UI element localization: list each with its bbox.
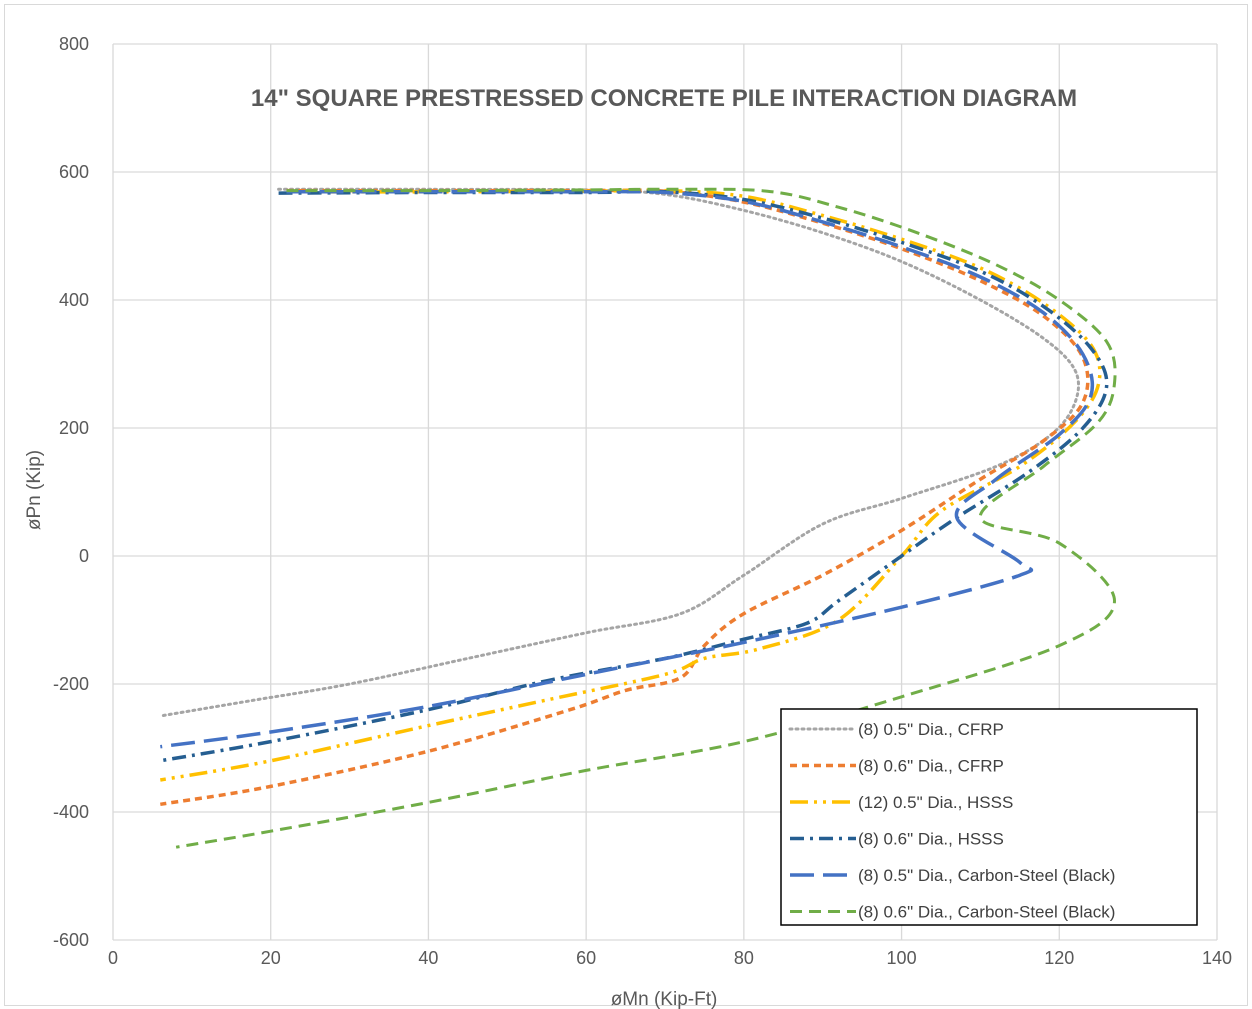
y-tick-label: 800 <box>59 34 89 54</box>
series-line-8-0-6-dia-carbon-steel-black <box>175 187 1117 849</box>
series-line-8-0-5-dia-cfrp <box>158 187 1081 718</box>
legend-entry-8-0-6-dia-carbon-steel-black: (8) 0.6" Dia., Carbon-Steel (Black) <box>858 903 1115 922</box>
legend: (8) 0.5" Dia., CFRP (8) 0.6" Dia., CFRP (1… <box>780 708 1198 926</box>
y-tick-label: 0 <box>79 546 89 566</box>
x-tick-label: 100 <box>887 948 917 968</box>
x-tick-label: 40 <box>418 948 438 968</box>
legend-entry-8-0-6-dia-hsss: (8) 0.6" Dia., HSSS <box>858 830 1004 849</box>
y-tick-label: 200 <box>59 418 89 438</box>
x-axis-title: øMn (Kip-Ft) <box>611 989 718 1009</box>
legend-box <box>780 708 1198 926</box>
chart-title: 14" SQUARE PRESTRESSED CONCRETE PILE INT… <box>251 85 1077 112</box>
legend-entry-8-0-6-dia-cfrp: (8) 0.6" Dia., CFRP <box>858 757 1004 776</box>
series-line-12-0-5-dia-hsss <box>160 188 1102 782</box>
x-tick-label: 60 <box>576 948 596 968</box>
legend-entry-8-0-5-dia-cfrp: (8) 0.5" Dia., CFRP <box>858 720 1004 739</box>
x-tick-label: 20 <box>261 948 281 968</box>
data-series <box>158 187 1117 849</box>
x-tick-label: 140 <box>1202 948 1232 968</box>
x-tick-label: 80 <box>734 948 754 968</box>
x-tick-label: 0 <box>108 948 118 968</box>
legend-entry-12-0-5-dia-hsss: (12) 0.5" Dia., HSSS <box>858 793 1013 812</box>
y-tick-label: -400 <box>53 802 89 822</box>
series-line-8-0-6-dia-hsss <box>160 189 1109 763</box>
y-tick-label: -200 <box>53 674 89 694</box>
x-tick-label: 120 <box>1044 948 1074 968</box>
tick-labels: 0 20 40 60 80 100 120 140 800 600 400 200 0 -200 -400 -… <box>53 34 1232 968</box>
y-axis-title: øPn (Kip) <box>24 450 45 530</box>
legend-entry-8-0-5-dia-carbon-steel-black: (8) 0.5" Dia., Carbon-Steel (Black) <box>858 866 1115 885</box>
y-tick-label: -600 <box>53 930 89 950</box>
series-line-8-0-5-dia-carbon-steel-black <box>160 189 1095 749</box>
y-tick-label: 400 <box>59 290 89 310</box>
y-tick-label: 600 <box>59 162 89 182</box>
